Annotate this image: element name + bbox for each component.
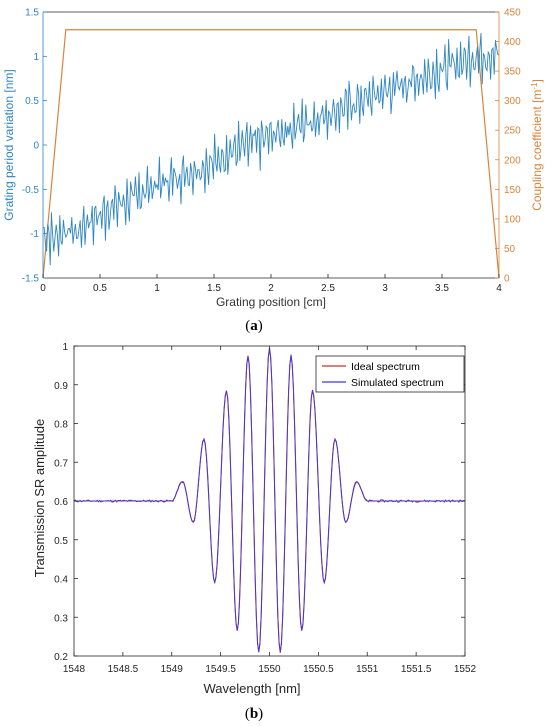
chart-a-ytick-left-label: 0 [33,141,39,152]
chart-a-ytick-left-label: -0.5 [22,185,40,196]
chart-a-ytick-left-label: -1 [30,229,39,240]
chart-b-xtick-label: 1548.5 [108,664,139,675]
chart-b-ytick-label: 1 [62,342,68,353]
chart-b-ytick-label: 0.8 [54,420,68,431]
chart-a-ytick-right-label: 50 [504,244,516,255]
chart-a-xtick-label: 0 [40,283,46,294]
chart-b-plot [73,347,466,653]
chart-a-ytick-left-label: 1.5 [25,8,39,19]
legend-ideal-label: Ideal spectrum [351,361,420,373]
chart-b-ytick-label: 0.4 [54,575,68,586]
legend-simulated-label: Simulated spectrum [351,377,444,389]
chart-a-plot [42,29,500,279]
chart-a-ytick-right-label: 300 [504,96,521,107]
chart-b-ytick-label: 0.9 [54,381,68,392]
panel-a-letter: a [250,318,258,334]
chart-b: 1548 1548.5 1549 1549.5 1550 1550.5 1551 1551.5… [0,340,550,726]
chart-b-xtick-label: 1550 [258,664,281,675]
chart-a-xtick-label: 2.5 [321,283,335,294]
ideal-spectrum-line [74,347,465,653]
chart-a-xtick-label: 3 [382,283,388,294]
chart-a-ytick-right-label: 200 [504,155,521,166]
chart-a-ytick-right-label: 400 [504,37,521,48]
chart-b-xtick-label: 1551 [356,664,379,675]
chart-b-ytick-label: 0.3 [54,613,68,624]
chart-a-ytick-right-label: 0 [504,274,510,285]
chart-b-xtick-label: 1552 [454,664,477,675]
chart-a-ylabel-right-main: Coupling coefficient [m [530,90,544,211]
chart-a-ytick-right-label: 100 [504,214,521,225]
chart-a: 0 0.5 1 1.5 2 2.5 3 3.5 4 -1.5 -1 -0.5 0 0.5 1 1.5 0 50 10… [0,0,550,340]
chart-b-axes: 1548 1548.5 1549 1549.5 1550 1550.5 1551 1551.5… [54,342,476,675]
chart-a-axes: 0 0.5 1 1.5 2 2.5 3 3.5 4 -1.5 -1 -0.5 0 0.5 1 1.5 0 50 10… [22,8,521,295]
chart-b-ytick-label: 0.5 [54,536,68,547]
chart-a-ytick-right-label: 150 [504,185,521,196]
panel-a-label: (a) [245,318,263,334]
chart-b-xtick-label: 1551.5 [401,664,432,675]
chart-a-xtick-label: 1 [154,283,160,294]
panel-b-label: (b) [245,706,263,722]
chart-a-xtick-label: 3.5 [435,283,449,294]
chart-b-ylabel: Transmission SR amplitude [32,419,47,577]
chart-a-xtick-label: 2 [268,283,274,294]
chart-b-ytick-label: 0.6 [54,497,68,508]
chart-b-xtick-label: 1549.5 [205,664,236,675]
chart-b-legend: Ideal spectrum Simulated spectrum [315,355,465,393]
chart-b-xtick-label: 1548 [63,664,86,675]
chart-b-xtick-label: 1550.5 [303,664,334,675]
chart-a-xlabel: Grating position [cm] [216,295,326,309]
chart-b-ytick-label: 0.7 [54,458,68,469]
chart-a-xtick-label: 1.5 [207,283,221,294]
chart-b-xtick-label: 1549 [161,664,184,675]
grating-period-line [42,32,500,266]
chart-b-xlabel: Wavelength [nm] [203,681,300,696]
chart-a-svg: 0 0.5 1 1.5 2 2.5 3 3.5 4 -1.5 -1 -0.5 0 0.5 1 1.5 0 50 10… [2,8,544,335]
chart-a-ytick-right-label: 450 [504,8,521,19]
chart-a-ytick-left-label: 0.5 [25,96,39,107]
chart-a-xtick-label: 4 [496,283,502,294]
chart-a-ytick-right-label: 350 [504,67,521,78]
chart-a-ytick-right-label: 250 [504,126,521,137]
chart-a-ytick-left-label: 1 [33,52,39,63]
chart-a-ytick-left-label: -1.5 [22,274,40,285]
chart-a-ylabel-right: Coupling coefficient [m-1] [530,79,544,211]
chart-a-ylabel-right-sup: -1 [530,82,539,90]
chart-b-svg: 1548 1548.5 1549 1549.5 1550 1550.5 1551 1551.5… [32,342,477,722]
panel-b-letter: b [250,706,258,722]
chart-a-xtick-label: 0.5 [93,283,107,294]
chart-b-ytick-label: 0.2 [54,652,68,663]
chart-a-ylabel-left: Grating period variation [nm] [2,69,16,220]
coupling-coefficient-line [42,29,500,279]
chart-a-ylabel-right-end: ] [530,79,544,82]
chart-b-legend-box [315,355,465,393]
